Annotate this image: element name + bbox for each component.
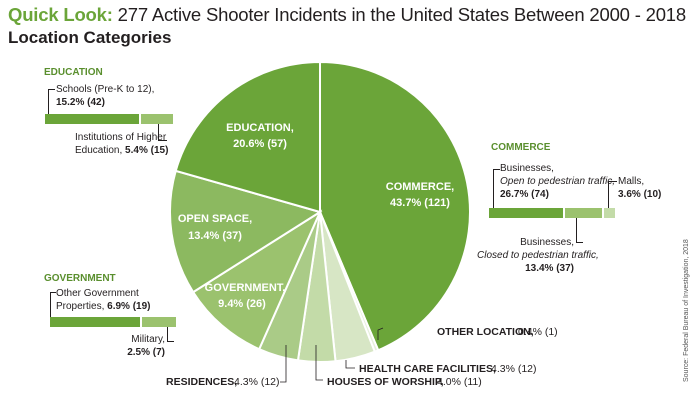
gov-military-segment <box>142 317 176 327</box>
outer-value-other: 0.4% (1) <box>518 326 558 338</box>
leader-residences <box>280 345 287 383</box>
edu-schools-value: 15.2% (42) <box>56 97 105 108</box>
pie-outer-labels: OTHER LOCATION, 0.4% (1) HEALTH CARE FAC… <box>166 326 558 388</box>
education-bar <box>45 114 173 124</box>
gov-other-value: 6.9% (19) <box>107 301 151 312</box>
government-bar <box>50 317 176 327</box>
com-closed-leader <box>576 218 583 243</box>
leader-other <box>377 327 384 340</box>
commerce-heading: COMMERCE <box>491 142 551 153</box>
edu-schools-label: Schools (Pre-K to 12), 15.2% (42) <box>56 83 154 109</box>
pie-slice-open-space <box>169 169 323 294</box>
outer-label-health: HEALTH CARE FACILITIES, <box>359 363 496 375</box>
com-closed-label: Businesses, Closed to pedestrian traffic,… <box>477 236 599 275</box>
slice-value-open-space: 13.4% (37) <box>188 230 242 242</box>
edu-schools-leader <box>48 89 55 115</box>
gov-other-text-1: Other Government <box>56 288 139 299</box>
edu-higher-label: Institutions of Higher Education, 5.4% (1… <box>75 131 168 157</box>
com-malls-segment <box>604 208 615 218</box>
com-open-text: Businesses, <box>500 163 554 174</box>
com-closed-value: 13.4% (37) <box>525 263 574 274</box>
com-open-leader <box>493 169 500 209</box>
com-open-italic: Open to pedestrian traffic, <box>500 176 616 187</box>
edu-schools-segment <box>45 114 139 124</box>
chart-subtitle: Location Categories <box>8 28 172 47</box>
edu-higher-value: 5.4% (15) <box>125 145 169 156</box>
slice-label-open-space: OPEN SPACE, <box>178 213 252 225</box>
pie-slices <box>169 60 471 363</box>
slice-label-government: GOVERNMENT, <box>205 282 286 294</box>
edu-higher-text-2: Education, <box>75 145 123 156</box>
gov-military-label: Military, 2.5% (7) <box>118 333 165 359</box>
gov-military-text: Military, <box>131 334 165 345</box>
gov-other-text-2: Properties, <box>56 301 105 312</box>
com-malls-text: Malls, <box>618 176 645 187</box>
gov-military-leader <box>167 327 174 342</box>
education-heading: EDUCATION <box>44 67 103 78</box>
outer-value-residences: 4.3% (12) <box>234 376 280 388</box>
slice-label-education: EDUCATION, <box>226 122 294 134</box>
pie-inner-labels: COMMERCE, 43.7% (121) EDUCATION, 20.6% (… <box>178 122 454 310</box>
gov-other-leader <box>50 292 56 318</box>
com-closed-italic: Closed to pedestrian traffic, <box>477 250 599 261</box>
com-open-label: Businesses, Open to pedestrian traffic, 26… <box>500 162 615 201</box>
leader-worship <box>315 345 323 381</box>
pie-leader-lines <box>280 327 384 383</box>
slice-value-commerce: 43.7% (121) <box>390 197 450 209</box>
com-malls-leader <box>608 181 617 209</box>
com-closed-text: Businesses, <box>520 237 574 248</box>
pie-slice-government <box>191 209 323 351</box>
slice-value-government: 9.4% (26) <box>218 298 266 310</box>
gov-other-segment <box>50 317 140 327</box>
edu-schools-text: Schools (Pre-K to 12), <box>56 84 155 95</box>
com-closed-segment <box>565 208 602 218</box>
source-note: Source: Federal Bureau of Investigation,… <box>683 239 690 382</box>
gov-military-value: 2.5% (7) <box>127 347 165 358</box>
edu-higher-segment <box>141 114 173 124</box>
outer-label-residences: RESIDENCES, <box>166 376 237 388</box>
com-open-segment <box>489 208 563 218</box>
slice-value-education: 20.6% (57) <box>233 138 287 150</box>
slice-label-commerce: COMMERCE, <box>386 181 454 193</box>
pie-slice-commerce <box>319 60 471 352</box>
com-open-value: 26.7% (74) <box>500 189 549 200</box>
chart-title: Quick Look: 277 Active Shooter Incidents… <box>8 4 686 26</box>
pie-slice-education <box>174 60 321 214</box>
edu-higher-leader <box>158 124 167 141</box>
edu-higher-text-1: Institutions of Higher <box>75 132 167 143</box>
outer-value-worship: 4.0% (11) <box>437 376 482 388</box>
commerce-bar <box>489 208 615 218</box>
outer-label-worship: HOUSES OF WORSHIP, <box>327 376 444 388</box>
title-main: 277 Active Shooter Incidents in the Unit… <box>117 4 687 25</box>
com-malls-value: 3.6% (10) <box>618 189 662 200</box>
gov-other-label: Other Government Properties, 6.9% (19) <box>56 287 151 313</box>
government-heading: GOVERNMENT <box>44 273 116 284</box>
leader-health <box>345 360 355 369</box>
outer-label-other: OTHER LOCATION, <box>437 326 534 338</box>
com-malls-label: Malls, 3.6% (10) <box>618 175 661 201</box>
outer-value-health: 4.3% (12) <box>491 363 537 375</box>
title-prefix: Quick Look: <box>8 4 113 25</box>
